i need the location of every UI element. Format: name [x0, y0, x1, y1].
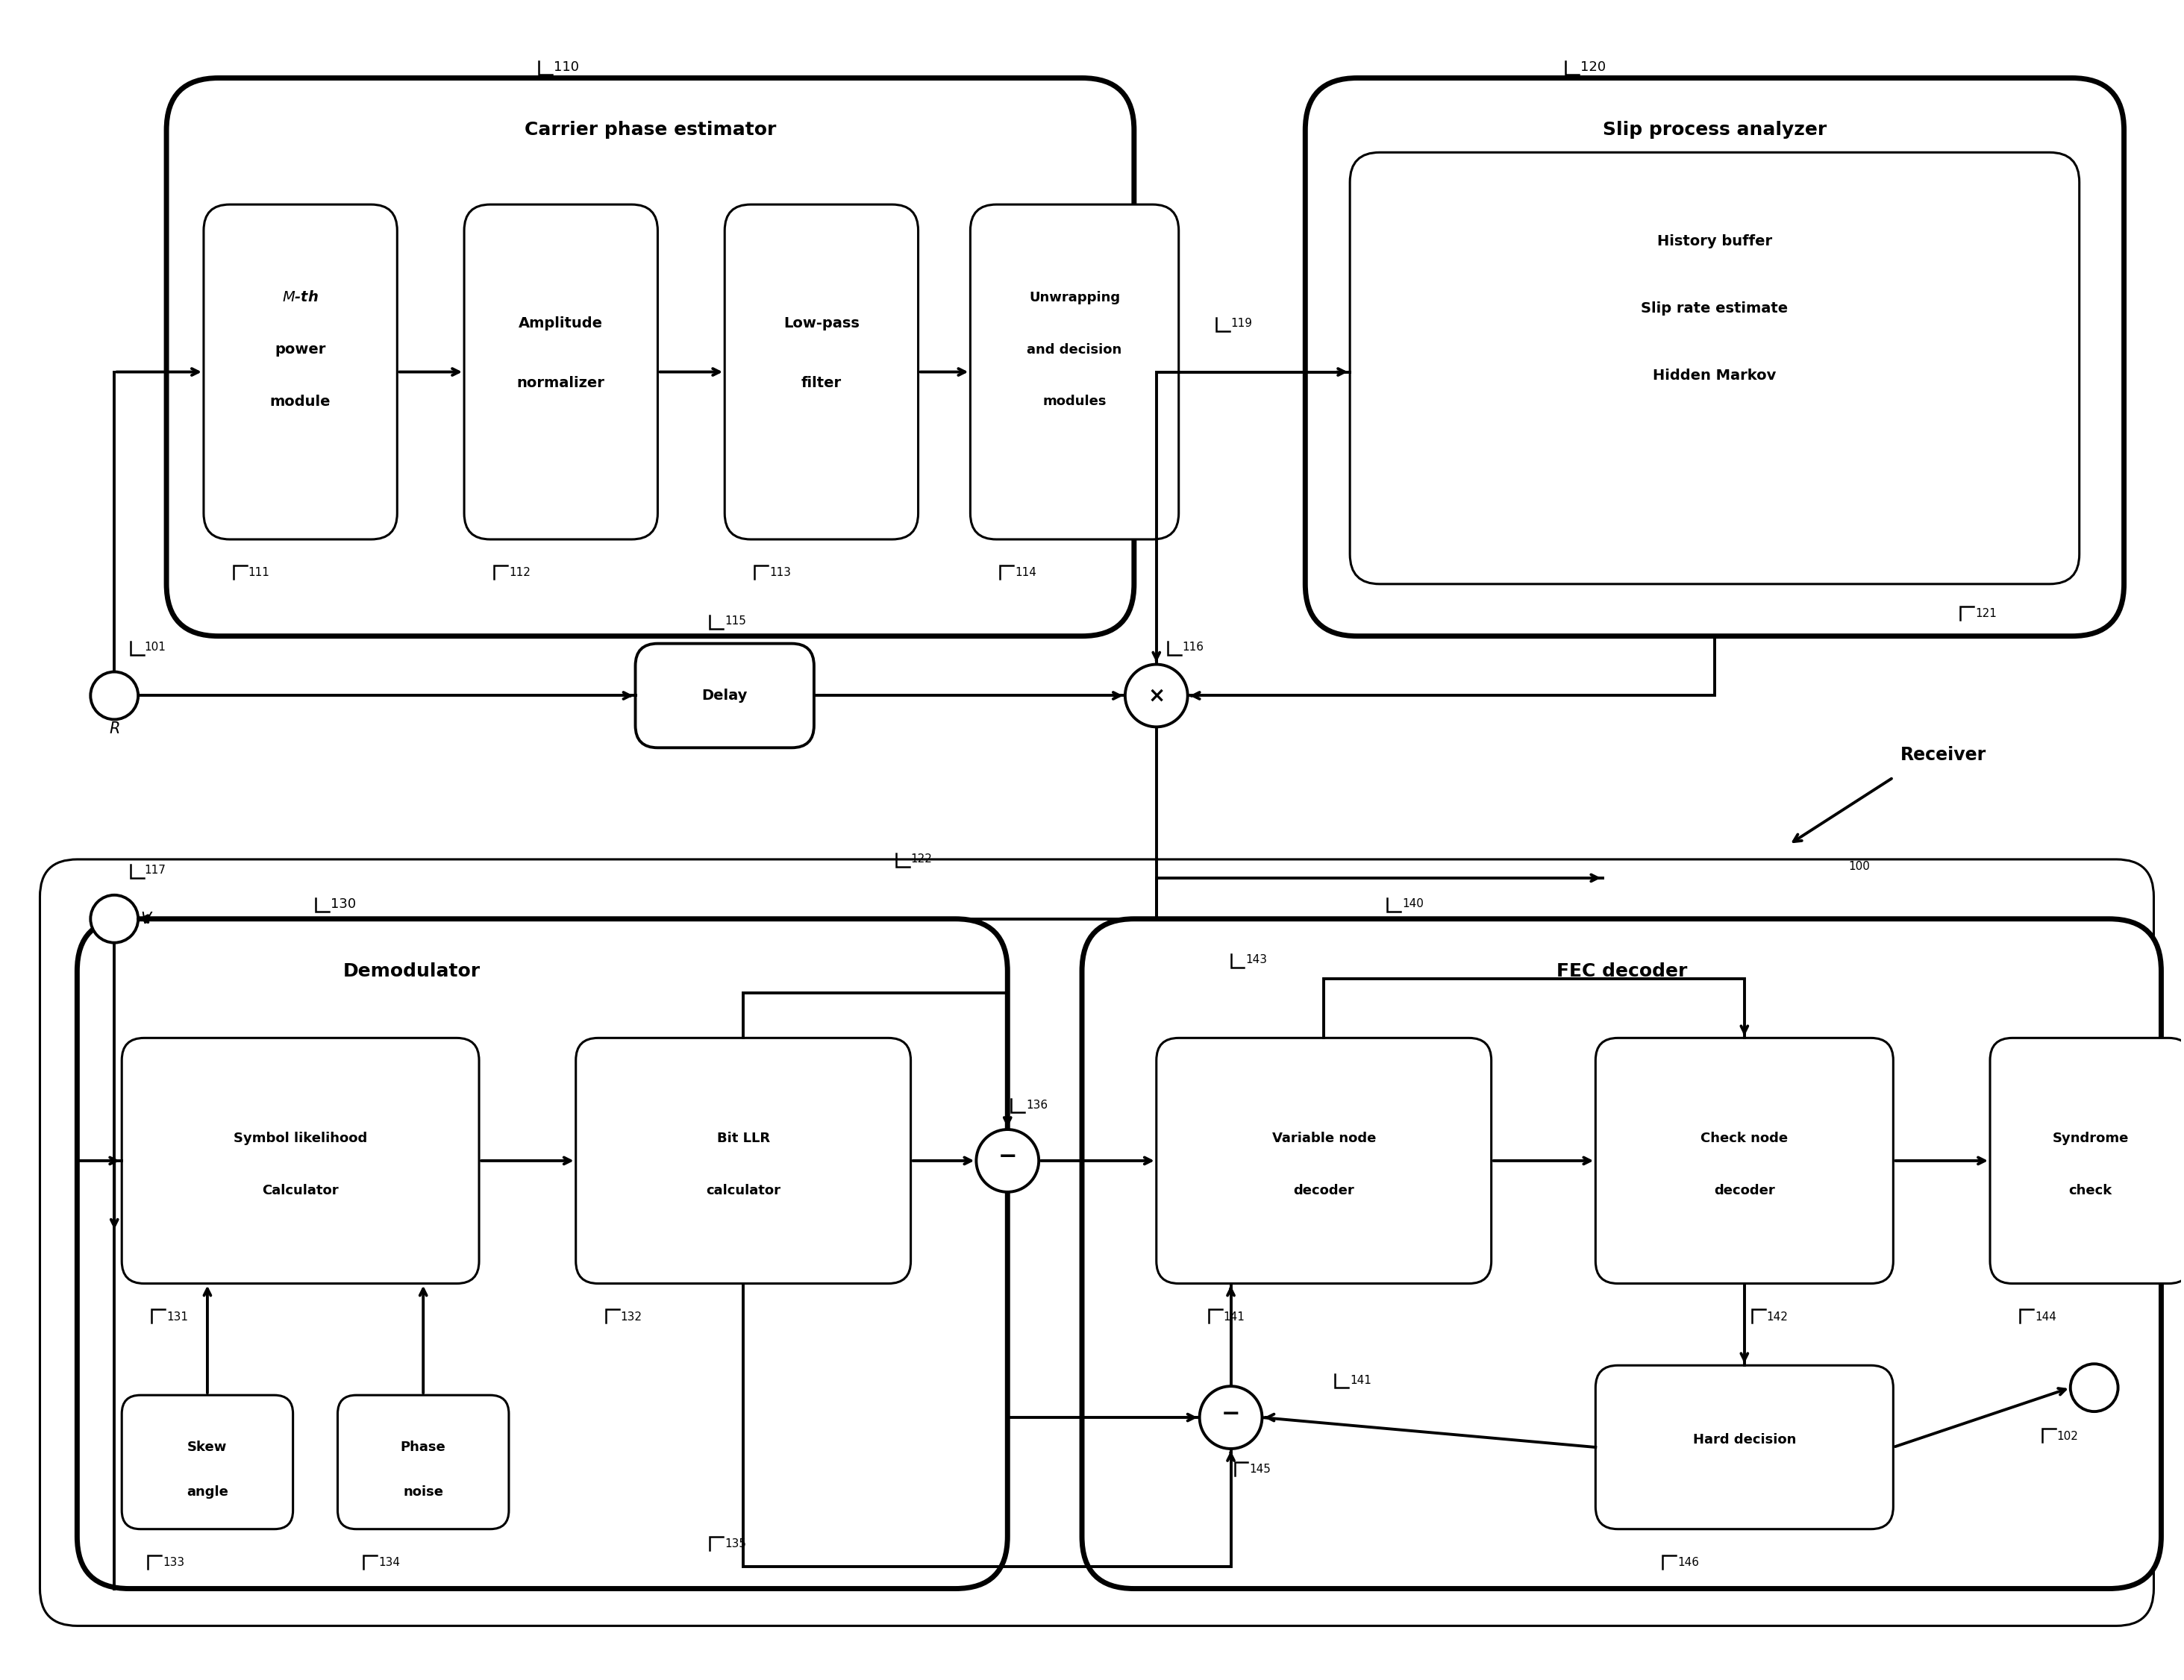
Text: 115: 115 [725, 615, 747, 627]
FancyBboxPatch shape [1597, 1038, 1894, 1284]
Text: 135: 135 [725, 1539, 747, 1549]
Text: History buffer: History buffer [1658, 235, 1771, 249]
Circle shape [90, 895, 138, 942]
FancyBboxPatch shape [465, 205, 657, 539]
Text: Unwrapping: Unwrapping [1029, 291, 1120, 304]
Circle shape [1125, 664, 1188, 727]
Text: −: − [1221, 1403, 1241, 1425]
FancyBboxPatch shape [76, 919, 1007, 1589]
Text: noise: noise [404, 1485, 443, 1499]
Text: Low-pass: Low-pass [784, 316, 860, 331]
Text: 101: 101 [144, 642, 166, 654]
FancyBboxPatch shape [1990, 1038, 2184, 1284]
Text: 121: 121 [1974, 608, 1996, 620]
Text: 142: 142 [1767, 1312, 1789, 1322]
FancyBboxPatch shape [122, 1394, 293, 1529]
FancyBboxPatch shape [203, 205, 397, 539]
Text: modules: modules [1042, 395, 1107, 408]
FancyBboxPatch shape [725, 205, 917, 539]
Text: decoder: decoder [1714, 1184, 1776, 1198]
Text: 141: 141 [1350, 1374, 1372, 1386]
Text: 145: 145 [1249, 1463, 1271, 1475]
Text: Bit LLR: Bit LLR [716, 1132, 769, 1146]
Text: Check node: Check node [1701, 1132, 1789, 1146]
Text: calculator: calculator [705, 1184, 780, 1198]
Text: ×: × [1149, 685, 1164, 706]
FancyBboxPatch shape [1155, 1038, 1492, 1284]
FancyBboxPatch shape [636, 643, 815, 748]
Text: normalizer: normalizer [518, 376, 605, 390]
Text: 111: 111 [249, 568, 271, 578]
Text: Phase: Phase [400, 1440, 446, 1453]
Text: 119: 119 [1232, 318, 1251, 329]
Text: 122: 122 [911, 853, 933, 865]
Circle shape [90, 672, 138, 719]
FancyBboxPatch shape [1350, 153, 2079, 585]
Text: 133: 133 [164, 1557, 183, 1567]
Text: $V$: $V$ [140, 912, 153, 926]
Text: 114: 114 [1016, 568, 1037, 578]
Text: Syndrome: Syndrome [2053, 1132, 2129, 1146]
Text: 140: 140 [1402, 899, 1424, 909]
Text: Delay: Delay [701, 689, 747, 702]
Text: 131: 131 [166, 1312, 188, 1322]
FancyBboxPatch shape [339, 1394, 509, 1529]
Text: Carrier phase estimator: Carrier phase estimator [524, 121, 775, 139]
Text: 113: 113 [769, 568, 791, 578]
Text: $M$-th: $M$-th [282, 291, 319, 304]
Text: decoder: decoder [1293, 1184, 1354, 1198]
Text: $R$: $R$ [109, 722, 120, 736]
FancyBboxPatch shape [577, 1038, 911, 1284]
Text: Calculator: Calculator [262, 1184, 339, 1198]
FancyBboxPatch shape [1306, 77, 2125, 637]
Circle shape [2070, 1364, 2118, 1411]
Text: Amplitude: Amplitude [520, 316, 603, 331]
Text: 116: 116 [1182, 642, 1203, 654]
Text: Demodulator: Demodulator [343, 963, 480, 979]
Circle shape [1199, 1386, 1262, 1448]
FancyBboxPatch shape [122, 1038, 478, 1284]
Text: 110: 110 [553, 60, 579, 74]
Text: and decision: and decision [1026, 343, 1123, 356]
Text: filter: filter [802, 376, 841, 390]
Text: Receiver: Receiver [1900, 746, 1987, 764]
Text: 102: 102 [2057, 1430, 2079, 1441]
Text: Hard decision: Hard decision [1693, 1433, 1795, 1446]
Text: 100: 100 [1848, 862, 1870, 872]
Text: Skew: Skew [188, 1440, 227, 1453]
Text: angle: angle [186, 1485, 227, 1499]
FancyBboxPatch shape [1081, 919, 2162, 1589]
FancyBboxPatch shape [166, 77, 1133, 637]
Text: 130: 130 [330, 897, 356, 911]
FancyBboxPatch shape [970, 205, 1179, 539]
Text: 146: 146 [1677, 1557, 1699, 1567]
Text: check: check [2068, 1184, 2112, 1198]
Text: Slip rate estimate: Slip rate estimate [1640, 302, 1789, 316]
Text: 136: 136 [1026, 1099, 1048, 1110]
Text: 120: 120 [1581, 60, 1605, 74]
Text: 134: 134 [378, 1557, 400, 1567]
Text: module: module [271, 395, 330, 408]
Text: 143: 143 [1245, 954, 1267, 966]
Text: Variable node: Variable node [1271, 1132, 1376, 1146]
Text: Slip process analyzer: Slip process analyzer [1603, 121, 1826, 139]
Text: FEC decoder: FEC decoder [1557, 963, 1686, 979]
Text: Hidden Markov: Hidden Markov [1653, 368, 1776, 383]
Text: 132: 132 [620, 1312, 642, 1322]
Text: 141: 141 [1223, 1312, 1245, 1322]
FancyBboxPatch shape [1597, 1366, 1894, 1529]
Text: Symbol likelihood: Symbol likelihood [234, 1132, 367, 1146]
Circle shape [976, 1129, 1040, 1193]
Text: −: − [998, 1146, 1018, 1168]
Text: power: power [275, 343, 325, 356]
Text: 144: 144 [2035, 1312, 2055, 1322]
Text: 112: 112 [509, 568, 531, 578]
Text: 117: 117 [144, 865, 166, 875]
